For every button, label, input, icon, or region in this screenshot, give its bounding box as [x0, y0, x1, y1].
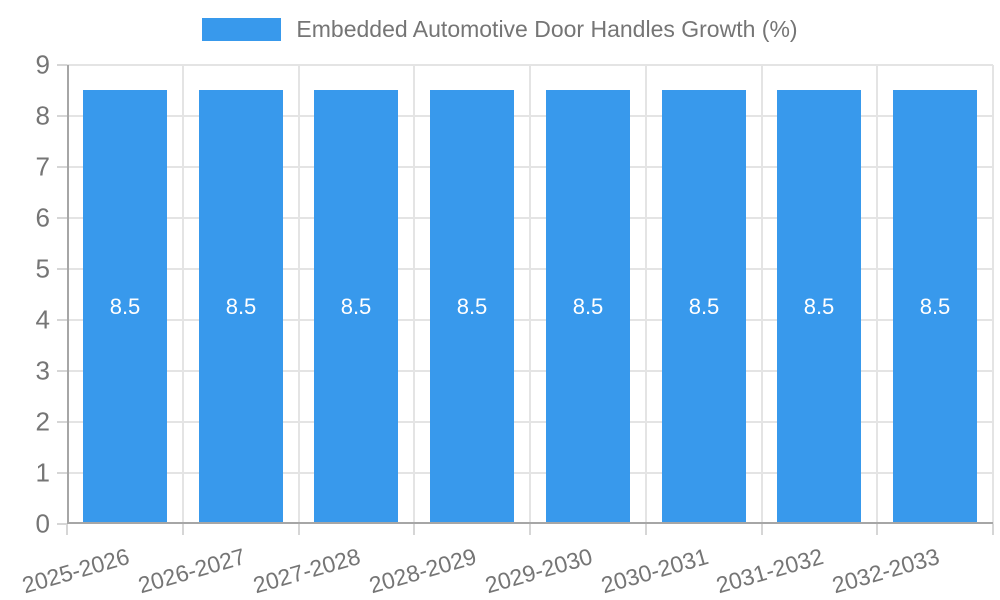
y-tick: [57, 217, 67, 219]
x-tick: [760, 524, 763, 535]
v-gridline: [760, 65, 763, 524]
y-tick-label: 2: [35, 406, 50, 437]
v-gridline: [297, 65, 300, 524]
bar: 8.5: [83, 90, 167, 524]
y-tick: [57, 472, 67, 474]
bar-value-label: 8.5: [688, 294, 720, 319]
y-tick: [57, 370, 67, 372]
x-tick: [644, 524, 647, 535]
y-tick-label: 3: [35, 355, 50, 386]
y-tick-label: 1: [35, 457, 50, 488]
bar: 8.5: [199, 90, 283, 524]
legend-swatch: [202, 18, 282, 41]
bar: 8.5: [893, 90, 977, 524]
plot-area: 8.5 8.5 8.5 8.5 8.5 8.5 8.5 8.5: [57, 64, 994, 535]
x-tick: [529, 524, 531, 535]
y-tick: [57, 319, 67, 321]
x-tick: [181, 524, 184, 535]
y-tick-label: 9: [35, 49, 50, 80]
y-tick-label: 8: [35, 100, 50, 131]
y-tick-label: 6: [35, 202, 50, 233]
bar-value-label: 8.5: [919, 294, 951, 319]
v-gridline: [644, 65, 647, 524]
x-tick: [297, 524, 300, 535]
bar: 8.5: [546, 90, 630, 524]
x-tick: [413, 524, 416, 535]
y-tick: [57, 64, 67, 66]
bar-value-label: 8.5: [572, 294, 604, 319]
x-tick: [66, 524, 68, 535]
y-tick: [57, 166, 67, 168]
y-tick: [57, 523, 67, 525]
v-gridline: [992, 65, 994, 524]
bar: 8.5: [314, 90, 398, 524]
v-gridline: [876, 65, 879, 524]
y-tick: [57, 421, 67, 423]
bar-value-label: 8.5: [456, 294, 488, 319]
bar: 8.5: [430, 90, 514, 524]
y-tick: [57, 268, 67, 270]
y-axis-line: [67, 65, 69, 524]
x-tick: [992, 524, 994, 535]
y-tick-label: 0: [35, 508, 50, 539]
bar: 8.5: [777, 90, 861, 524]
bar: 8.5: [662, 90, 746, 524]
y-tick-label: 7: [35, 151, 50, 182]
v-gridline: [529, 65, 531, 524]
x-axis-line: [67, 522, 993, 524]
v-gridline: [181, 65, 184, 524]
legend-label: Embedded Automotive Door Handles Growth …: [296, 16, 798, 42]
bar-value-label: 8.5: [803, 294, 835, 319]
y-tick-label: 4: [35, 304, 50, 335]
y-tick: [57, 115, 67, 117]
legend: Embedded Automotive Door Handles Growth …: [0, 16, 1000, 43]
bar-value-label: 8.5: [109, 294, 141, 319]
x-tick: [876, 524, 879, 535]
bar-value-label: 8.5: [340, 294, 372, 319]
bar-value-label: 8.5: [225, 294, 257, 319]
y-tick-label: 5: [35, 253, 50, 284]
v-gridline: [413, 65, 416, 524]
